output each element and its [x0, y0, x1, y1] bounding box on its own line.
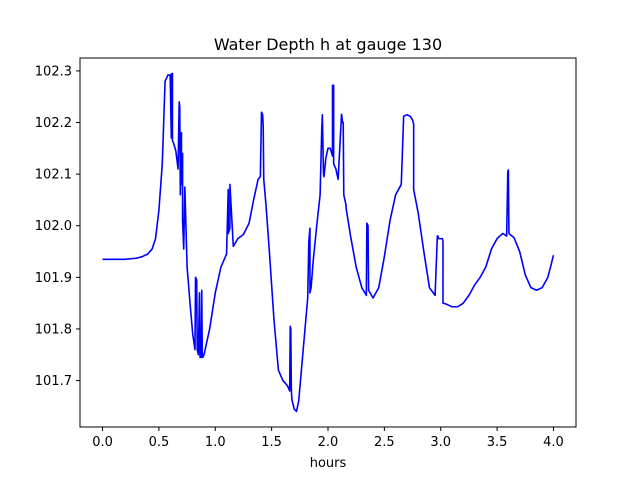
y-tick-label: 101.9: [35, 271, 72, 286]
y-tick-label: 102.1: [35, 168, 72, 183]
x-axis: 0.0 0.5 1.0 1.5 2.0 2.5 3.0 3.5 4.0: [92, 427, 564, 450]
x-tick-label: 2.5: [374, 435, 395, 450]
x-tick-label: 3.5: [487, 435, 508, 450]
x-tick-label: 0.0: [92, 435, 113, 450]
x-tick-label: 1.5: [261, 435, 282, 450]
x-tick-label: 1.0: [205, 435, 226, 450]
y-tick-label: 102.2: [35, 116, 72, 131]
x-tick-label: 2.0: [318, 435, 339, 450]
series-layer: [102, 72, 555, 413]
y-tick-label: 102.0: [35, 219, 72, 234]
x-axis-label: hours: [310, 456, 347, 471]
y-tick-label: 102.3: [35, 64, 72, 79]
x-tick-label: 3.0: [430, 435, 451, 450]
x-tick-label: 0.5: [149, 435, 170, 450]
y-tick-label: 101.8: [35, 322, 72, 337]
chart-title: Water Depth h at gauge 130: [214, 35, 442, 54]
y-tick-label: 101.7: [35, 374, 72, 389]
y-axis: 101.7 101.8 101.9 102.0 102.1 102.2 102.3: [35, 64, 80, 389]
x-tick-label: 4.0: [543, 435, 564, 450]
series-line-0: [102, 72, 555, 413]
